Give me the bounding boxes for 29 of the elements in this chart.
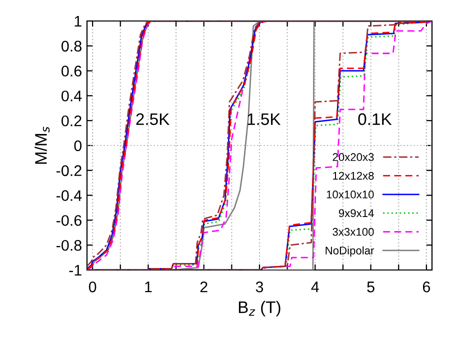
legend-label: 12x12x8 bbox=[333, 172, 374, 180]
x-tick-label: 2 bbox=[200, 282, 208, 292]
y-axis-title: M/M$_{s}$ bbox=[34, 126, 50, 164]
y-tick-label: -0.8 bbox=[56, 240, 82, 251]
annotation: 0.1K bbox=[358, 113, 392, 126]
y-tick-label: 0 bbox=[74, 140, 82, 152]
annotation: 1.5K bbox=[248, 113, 281, 126]
y-tick-label: 1 bbox=[74, 16, 82, 27]
legend-label: 3x3x100 bbox=[332, 228, 374, 236]
y-tick-label: -0.6 bbox=[56, 215, 82, 226]
x-tick-label: 0 bbox=[88, 282, 96, 292]
y-tick-label: 0.8 bbox=[62, 40, 82, 52]
y-tick-label: 0.6 bbox=[62, 66, 82, 76]
x-tick-label: 1 bbox=[145, 282, 152, 292]
x-tick-label: 6 bbox=[422, 282, 430, 292]
x-tick-label: 4 bbox=[311, 282, 319, 292]
legend-label: 9x9x14 bbox=[338, 209, 374, 218]
annotation: 2.5K bbox=[136, 113, 170, 126]
legend-label: 20x20x3 bbox=[332, 153, 374, 162]
y-tick-label: -1 bbox=[69, 265, 82, 276]
x-axis-title: B$_{z}$ (T) bbox=[238, 300, 280, 316]
y-tick-label: 0.4 bbox=[62, 90, 82, 102]
y-tick-label: -0.4 bbox=[56, 190, 82, 201]
x-tick-label: 5 bbox=[367, 282, 374, 292]
legend-label: NoDipolar bbox=[326, 246, 374, 257]
y-tick-label: -0.2 bbox=[56, 165, 82, 176]
x-tick-label: 3 bbox=[256, 282, 264, 292]
y-tick-label: 0.2 bbox=[62, 115, 82, 126]
legend-label: 10x10x10 bbox=[326, 190, 374, 198]
